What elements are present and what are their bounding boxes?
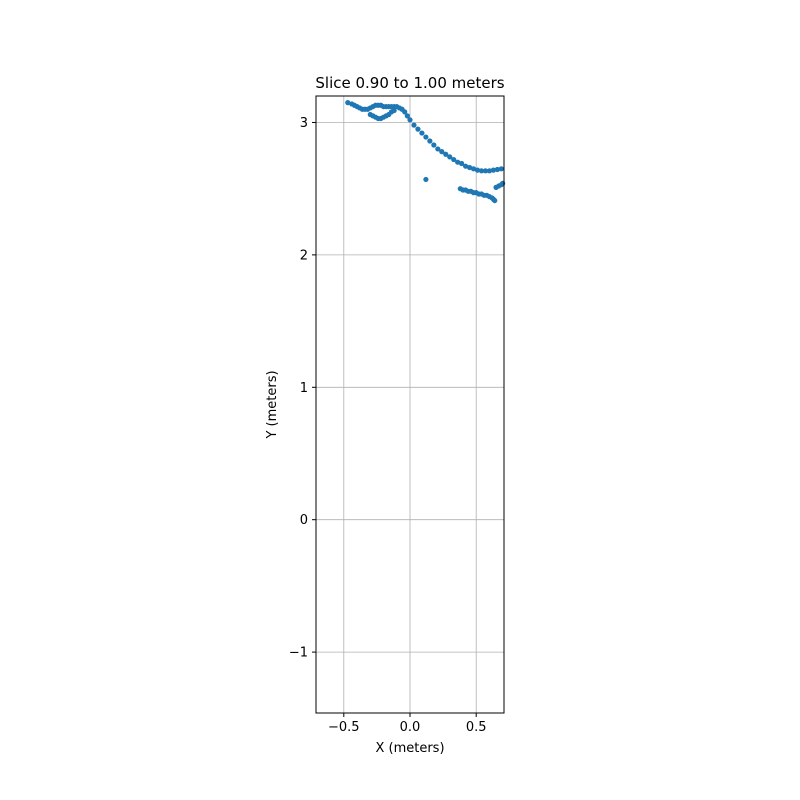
data-point bbox=[411, 122, 417, 128]
data-point bbox=[415, 126, 421, 132]
y-axis-label: Y (meters) bbox=[265, 370, 280, 439]
data-point bbox=[345, 100, 351, 106]
y-tick-label: −1 bbox=[289, 646, 308, 661]
data-point bbox=[431, 142, 437, 148]
data-point bbox=[423, 134, 429, 140]
data-point bbox=[404, 113, 410, 119]
data-point bbox=[478, 168, 485, 174]
data-point bbox=[470, 166, 477, 172]
data-layer bbox=[345, 100, 506, 204]
data-point bbox=[474, 167, 481, 173]
data-point bbox=[427, 138, 433, 144]
data-point bbox=[486, 168, 493, 174]
data-point bbox=[494, 166, 500, 173]
x-tick-label: 0.0 bbox=[400, 720, 421, 735]
x-tick-label: 0.5 bbox=[466, 720, 487, 735]
data-point bbox=[492, 197, 498, 204]
data-point bbox=[391, 107, 397, 114]
data-point bbox=[463, 163, 469, 169]
data-point bbox=[447, 154, 453, 160]
data-point bbox=[423, 176, 429, 183]
data-point bbox=[435, 146, 441, 152]
data-point bbox=[459, 160, 465, 167]
data-point bbox=[451, 156, 457, 163]
data-point bbox=[402, 109, 408, 115]
y-tick-label: 1 bbox=[300, 381, 308, 396]
data-point bbox=[455, 159, 461, 165]
grid bbox=[316, 96, 504, 713]
data-point bbox=[439, 149, 445, 155]
x-axis-label: X (meters) bbox=[375, 741, 444, 756]
data-point bbox=[490, 167, 497, 173]
y-tick-label: 0 bbox=[300, 513, 308, 528]
y-tick-label: 3 bbox=[300, 116, 308, 131]
y-tick-label: 2 bbox=[300, 248, 308, 263]
data-point bbox=[443, 151, 449, 157]
data-point bbox=[466, 164, 473, 171]
data-point bbox=[419, 130, 425, 136]
ticks: −0.5 0.0 0.5 −1 0 1 2 3 bbox=[289, 116, 487, 735]
data-point bbox=[498, 166, 504, 172]
x-tick-label: −0.5 bbox=[328, 720, 360, 735]
data-point bbox=[482, 168, 489, 174]
chart-title: Slice 0.90 to 1.00 meters bbox=[315, 74, 504, 92]
data-point bbox=[407, 117, 413, 123]
